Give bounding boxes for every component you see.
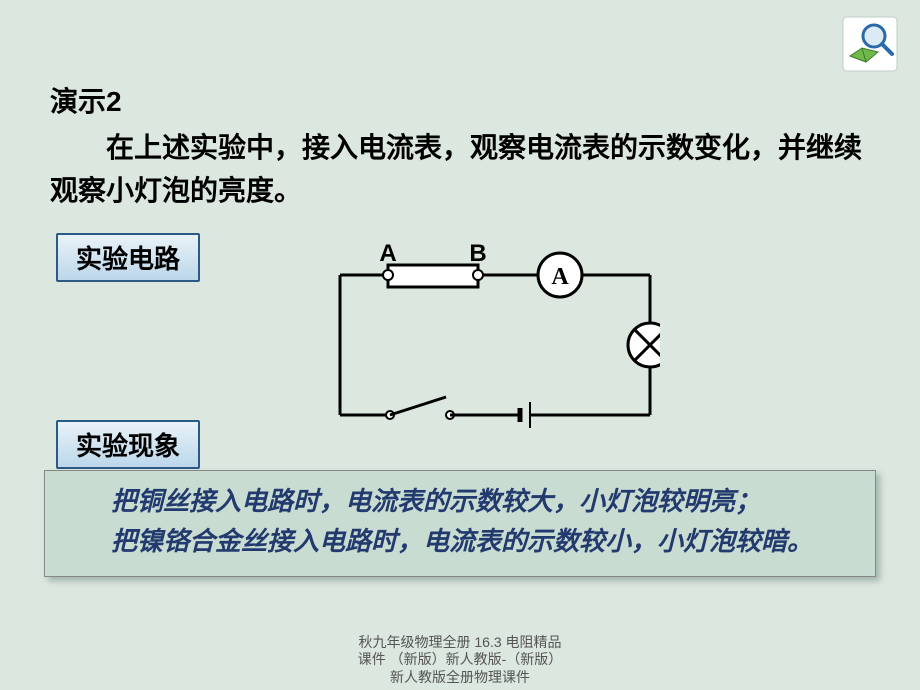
lamp [628,323,660,367]
terminal-b [473,270,483,280]
result-line-2: 把镍铬合金丝接入电路时，电流表的示数较小，小灯泡较暗。 [59,521,861,561]
resistor-box [388,265,478,287]
footer-line-3: 新人教版全册物理课件 [0,669,920,687]
label-circuit: 实验电路 [56,233,200,282]
switch-arm [390,397,446,415]
slide: 演示2 在上述实验中，接入电流表，观察电流表的示数变化，并继续观察小灯泡的亮度。… [0,0,920,690]
result-line-1: 把铜丝接入电路时，电流表的示数较大，小灯泡较明亮； [59,481,861,521]
svg-text:B: B [469,240,486,267]
terminal-a [383,270,393,280]
intro-text: 在上述实验中，接入电流表，观察电流表的示数变化，并继续观察小灯泡的亮度。 [50,126,870,213]
svg-text:A: A [551,264,569,290]
label-phenomenon: 实验现象 [56,420,200,469]
footer-line-1: 秋九年级物理全册 16.3 电阻精品 [0,634,920,652]
heading-demo2: 演示2 [50,80,870,120]
magnifier-book-icon [842,16,898,72]
result-box: 把铜丝接入电路时，电流表的示数较大，小灯泡较明亮； 把镍铬合金丝接入电路时，电流… [44,470,876,577]
svg-text:A: A [379,240,396,267]
footer-line-2: 课件 （新版）新人教版-（新版） [0,651,920,669]
circuit-diagram: AAB [330,225,660,435]
footer-text: 秋九年级物理全册 16.3 电阻精品 课件 （新版）新人教版-（新版） 新人教版… [0,634,920,687]
